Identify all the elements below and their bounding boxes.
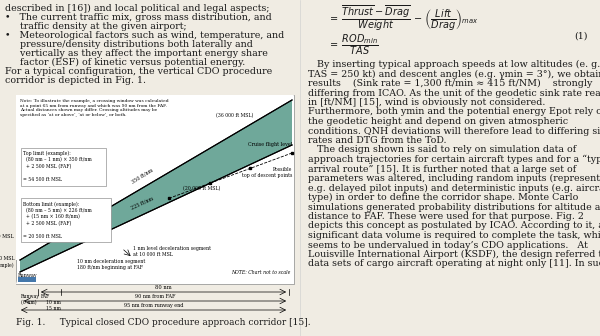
Text: rates and DTG from the ToD.: rates and DTG from the ToD. xyxy=(308,136,446,145)
Text: = 54 500 ft MSL: = 54 500 ft MSL xyxy=(23,177,62,182)
Text: parameters was altered, including random inputs (representing: parameters was altered, including random… xyxy=(308,174,600,183)
Text: (80 nm – 5 nm) × 226 ft/nm: (80 nm – 5 nm) × 226 ft/nm xyxy=(23,208,92,213)
Text: data sets of cargo aircraft operating at night only [11]. In such: data sets of cargo aircraft operating at… xyxy=(308,259,600,268)
Text: factor (ESF) of kinetic versus potential energy.: factor (ESF) of kinetic versus potential… xyxy=(5,58,245,67)
Text: •   Meteorological factors such as wind, temperature, and: • Meteorological factors such as wind, t… xyxy=(5,31,284,40)
Text: $=\,\dfrac{\overline{Thrust} - \overline{Drag}}{Weight}\,-\,\left(\dfrac{Lift}{D: $=\,\dfrac{\overline{Thrust} - \overline… xyxy=(328,4,479,34)
Text: Louisville International Airport (KSDF), the design referred to: Louisville International Airport (KSDF),… xyxy=(308,250,600,259)
Text: $=\,\dfrac{ROD_{min}}{TAS}$: $=\,\dfrac{ROD_{min}}{TAS}$ xyxy=(328,32,379,57)
Text: conditions. QNH deviations will therefore lead to differing sink: conditions. QNH deviations will therefor… xyxy=(308,126,600,135)
Text: Cruise flight level: Cruise flight level xyxy=(248,142,292,147)
Text: 10 nm
15 nm: 10 nm 15 nm xyxy=(46,300,61,311)
Text: differing from ICAO. As the unit of the geodetic sink rate reads: differing from ICAO. As the unit of the … xyxy=(308,88,600,97)
Text: For a typical configuration, the vertical CDO procedure: For a typical configuration, the vertica… xyxy=(5,67,272,76)
Text: distance to FAF. These were used for that purpose. Fig. 2: distance to FAF. These were used for tha… xyxy=(308,212,584,221)
Text: Runway: Runway xyxy=(18,274,38,279)
Text: results    (Sink rate = 1,300 ft/min ≈ 415 ft/NM)    strongly: results (Sink rate = 1,300 ft/min ≈ 415 … xyxy=(308,79,592,88)
Text: Fig. 1.     Typical closed CDO procedure approach corridor [15].: Fig. 1. Typical closed CDO procedure app… xyxy=(16,318,311,327)
Polygon shape xyxy=(16,145,294,284)
Text: + 2 500 MSL (FAF): + 2 500 MSL (FAF) xyxy=(23,164,71,169)
Text: corridor is depicted in Fig. 1.: corridor is depicted in Fig. 1. xyxy=(5,76,146,85)
Text: traffic density at the given airport;: traffic density at the given airport; xyxy=(5,22,187,31)
Text: TAS = 250 kt) and descent angles (e.g. γmin = 3°), we obtain: TAS = 250 kt) and descent angles (e.g. γ… xyxy=(308,70,600,79)
Text: described in [16]) and local political and legal aspects;: described in [16]) and local political a… xyxy=(5,4,269,13)
Text: 1 nm level deceleration segment
at 10 000 ft MSL: 1 nm level deceleration segment at 10 00… xyxy=(133,246,211,257)
Text: 350 ft/nm: 350 ft/nm xyxy=(131,167,154,184)
Text: 10 nm deceleration segment
180 ft/nm beginning at FAF: 10 nm deceleration segment 180 ft/nm beg… xyxy=(77,259,145,270)
Text: seems to be undervalued in today’s CDO applications.   At: seems to be undervalued in today’s CDO a… xyxy=(308,241,588,250)
Text: 10 000 MSL: 10 000 MSL xyxy=(0,234,14,239)
Text: type) in order to define the corridor shape. Monte Carlo: type) in order to define the corridor sh… xyxy=(308,193,578,202)
Text: 95 nm from runway end: 95 nm from runway end xyxy=(124,303,183,308)
Text: = 20 500 ft MSL: = 20 500 ft MSL xyxy=(23,234,62,239)
Text: the geodetic height and depend on given atmospheric: the geodetic height and depend on given … xyxy=(308,117,568,126)
Text: + (15 nm × 160 ft/nm): + (15 nm × 160 ft/nm) xyxy=(23,214,80,219)
Text: Note: To illustrate the example, a crossing window was calculated
at a point 65 : Note: To illustrate the example, a cross… xyxy=(20,99,169,117)
Text: (80 nm – 1 nm) × 350 ft/nm: (80 nm – 1 nm) × 350 ft/nm xyxy=(23,157,92,162)
Text: Bottom limit (example):: Bottom limit (example): xyxy=(23,201,79,207)
Polygon shape xyxy=(16,95,292,260)
Text: By inserting typical approach speeds at low altitudes (e. g.: By inserting typical approach speeds at … xyxy=(308,60,600,69)
Text: e.g. delayed pilot inputs) and deterministic inputs (e.g. aircraft: e.g. delayed pilot inputs) and determini… xyxy=(308,183,600,193)
Polygon shape xyxy=(20,100,292,272)
Bar xyxy=(16,95,294,284)
Text: •   The current traffic mix, gross mass distribution, and: • The current traffic mix, gross mass di… xyxy=(5,13,272,22)
Text: The design shown is said to rely on simulation data of: The design shown is said to rely on simu… xyxy=(308,145,576,155)
Text: significant data volume is required to complete the task, which: significant data volume is required to c… xyxy=(308,231,600,240)
Text: arrival route” [15]. It is further noted that a large set of: arrival route” [15]. It is further noted… xyxy=(308,165,576,173)
Text: depicts this concept as postulated by ICAO. According to it, a: depicts this concept as postulated by IC… xyxy=(308,221,600,230)
Text: (36 000 ft MSL): (36 000 ft MSL) xyxy=(216,113,254,118)
Text: pressure/density distributions both laterally and: pressure/density distributions both late… xyxy=(5,40,253,49)
Text: 225 ft/nm: 225 ft/nm xyxy=(130,196,154,211)
Polygon shape xyxy=(16,95,294,260)
Text: FAF at 2 500 MSL
(example): FAF at 2 500 MSL (example) xyxy=(0,256,14,267)
Text: vertically as they affect the important energy share: vertically as they affect the important … xyxy=(5,49,268,58)
Text: + 2 500 MSL (FAF): + 2 500 MSL (FAF) xyxy=(23,221,71,226)
Text: Possible
top of descent points: Possible top of descent points xyxy=(242,167,292,178)
Text: FAF: FAF xyxy=(41,294,50,299)
Text: Top limit (example):: Top limit (example): xyxy=(23,151,71,156)
Text: Furthermore, both ymin and the potential energy Epot rely on: Furthermore, both ymin and the potential… xyxy=(308,108,600,117)
Text: (1): (1) xyxy=(575,32,588,41)
Text: simulations generated probability distributions for altitude and: simulations generated probability distri… xyxy=(308,203,600,211)
Text: in [ft/NM] [15], wind is obviously not considered.: in [ft/NM] [15], wind is obviously not c… xyxy=(308,98,545,107)
Text: NOTE: Chart not to scale: NOTE: Chart not to scale xyxy=(230,270,290,275)
Bar xyxy=(18,277,36,282)
Text: 90 nm from FAF: 90 nm from FAF xyxy=(135,294,175,299)
Text: 80 nm: 80 nm xyxy=(155,285,172,290)
Bar xyxy=(21,148,106,186)
Text: (20 000 ft MSL): (20 000 ft MSL) xyxy=(183,186,220,191)
Text: Runway
(0 nm): Runway (0 nm) xyxy=(21,294,40,305)
Bar xyxy=(21,199,111,242)
Text: approach trajectories for certain aircraft types and for a “typical: approach trajectories for certain aircra… xyxy=(308,155,600,164)
